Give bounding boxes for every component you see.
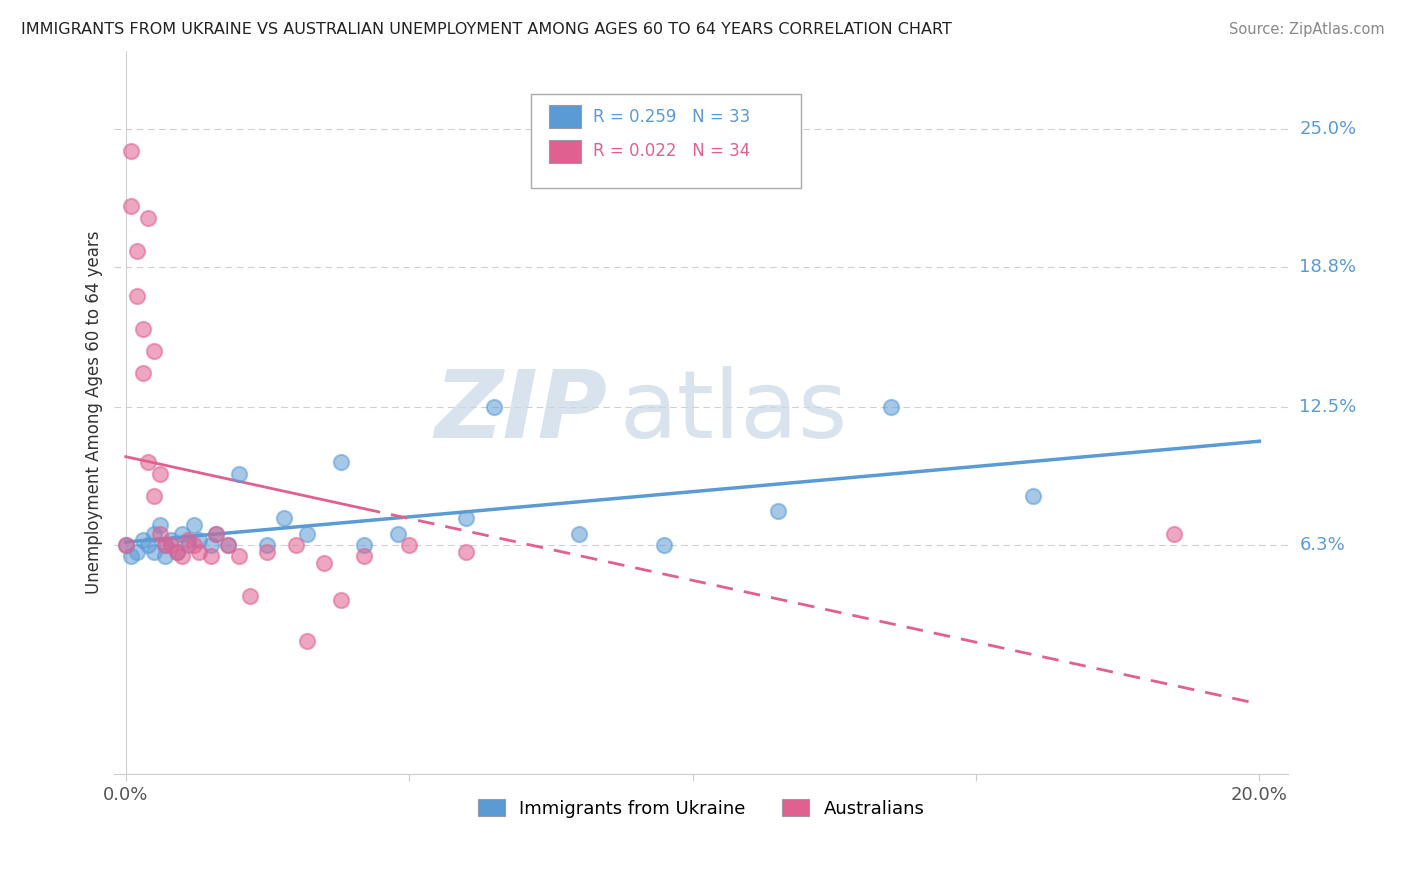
Point [149,517,172,532]
FancyBboxPatch shape [531,94,801,188]
Point [284,538,307,552]
Point [200,538,222,552]
Point [155,538,177,552]
Point [228,549,250,563]
Point [454,544,477,558]
Text: 18.8%: 18.8% [1299,258,1357,276]
Point [183,538,205,552]
Text: 12.5%: 12.5% [1299,398,1357,416]
Point [183,517,205,532]
Point [314,556,336,570]
Point [160,538,183,552]
Point [143,489,166,503]
Point [568,526,591,541]
Point [188,544,211,558]
Point [766,504,789,518]
Point [330,455,353,469]
Point [273,511,295,525]
Point [177,538,200,552]
Point [143,544,166,558]
Point [120,549,142,563]
Point [652,538,675,552]
Point [114,538,136,552]
Point [120,144,142,158]
Point [149,467,172,481]
Point [454,511,477,525]
Point [125,544,148,558]
Text: R = 0.022   N = 34: R = 0.022 N = 34 [593,142,751,161]
Point [256,544,278,558]
Point [295,526,318,541]
Point [217,538,239,552]
Point [228,467,250,481]
Point [295,633,318,648]
Point [188,533,211,548]
Point [143,526,166,541]
Legend: Immigrants from Ukraine, Australians: Immigrants from Ukraine, Australians [468,789,934,827]
Point [205,526,228,541]
Point [166,544,188,558]
Point [166,544,188,558]
Point [398,538,420,552]
Point [143,344,166,359]
Point [138,538,160,552]
Point [120,200,142,214]
Point [256,538,278,552]
Point [132,367,155,381]
Point [114,538,136,552]
Text: ZIP: ZIP [434,367,607,458]
Point [387,526,409,541]
Point [205,526,228,541]
Text: Source: ZipAtlas.com: Source: ZipAtlas.com [1229,22,1385,37]
Text: atlas: atlas [619,367,848,458]
Text: R = 0.259   N = 33: R = 0.259 N = 33 [593,108,751,126]
Point [160,533,183,548]
Point [149,526,172,541]
Point [138,455,160,469]
Bar [548,140,582,163]
Point [125,244,148,258]
Point [172,549,194,563]
Point [330,593,353,607]
Point [138,211,160,225]
Point [200,549,222,563]
Point [172,526,194,541]
Point [482,400,505,414]
Text: 6.3%: 6.3% [1299,536,1346,554]
Point [217,538,239,552]
Y-axis label: Unemployment Among Ages 60 to 64 years: Unemployment Among Ages 60 to 64 years [86,231,103,594]
Point [353,549,375,563]
Point [155,538,177,552]
Point [353,538,375,552]
Text: IMMIGRANTS FROM UKRAINE VS AUSTRALIAN UNEMPLOYMENT AMONG AGES 60 TO 64 YEARS COR: IMMIGRANTS FROM UKRAINE VS AUSTRALIAN UN… [21,22,952,37]
Point [132,322,155,336]
Point [155,549,177,563]
Point [132,533,155,548]
Text: 25.0%: 25.0% [1299,120,1357,137]
Point [1163,526,1185,541]
Bar [548,105,582,128]
Point [177,533,200,548]
Point [125,288,148,302]
Point [239,589,262,603]
Point [1021,489,1043,503]
Point [880,400,903,414]
